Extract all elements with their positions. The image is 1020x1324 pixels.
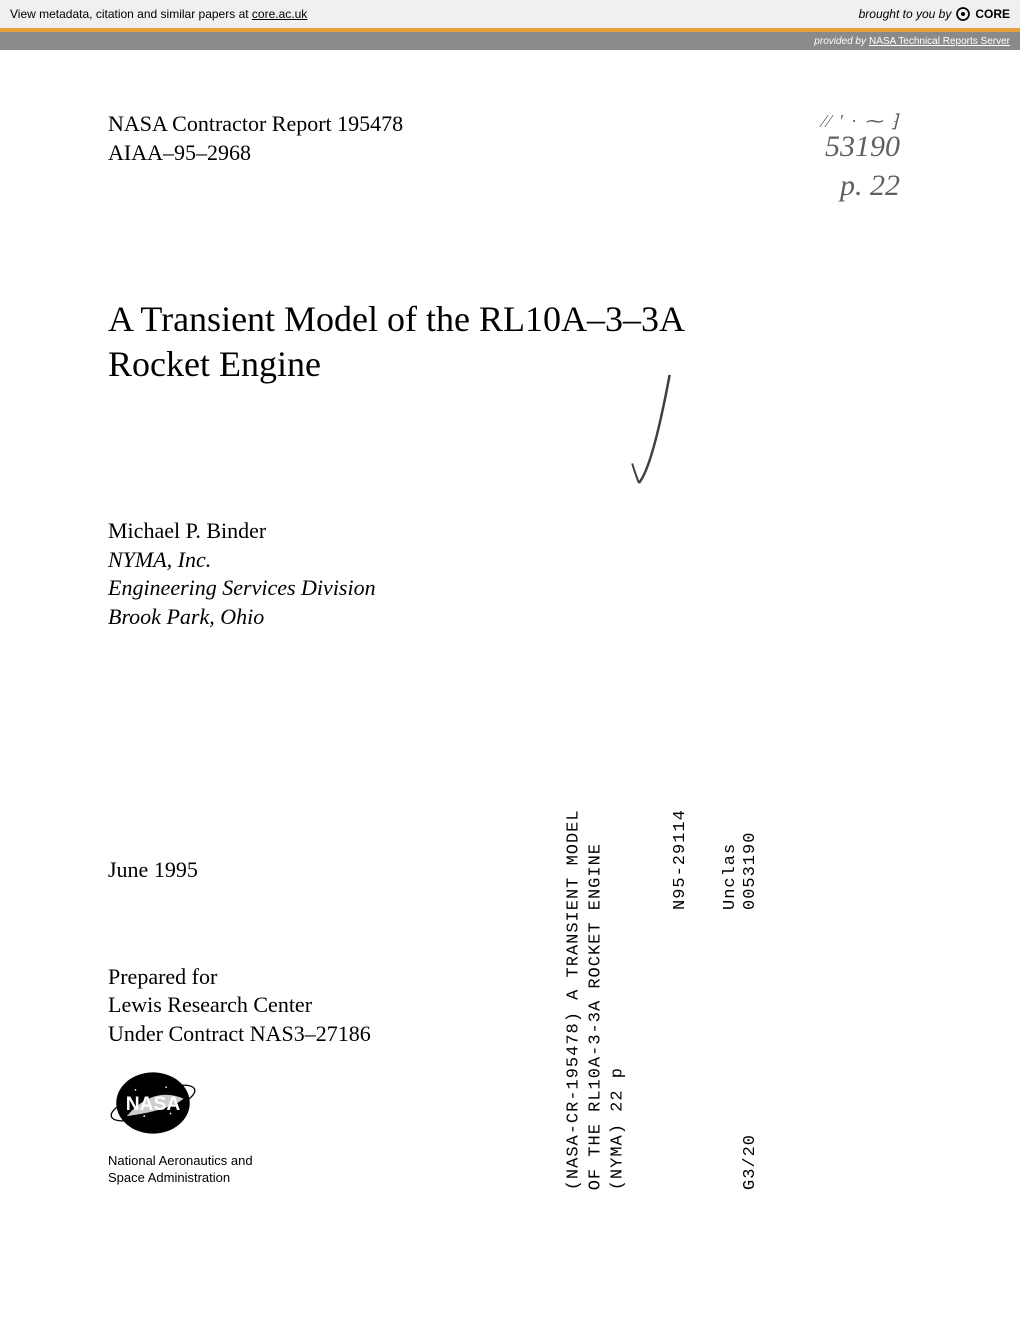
author-name: Michael P. Binder [108,517,912,546]
author-location: Brook Park, Ohio [108,603,912,632]
catalog-accession: N95-29114 [671,809,690,910]
core-banner: View metadata, citation and similar pape… [0,0,1020,28]
title-line-1: A Transient Model of the RL10A–3–3A [108,299,685,339]
provider-link[interactable]: NASA Technical Reports Server [869,36,1010,47]
catalog-stamp: (NASA-CR-195478) A TRANSIENT MODEL OF TH… [630,630,810,1190]
catalog-number-b: G3/20 [741,1134,760,1190]
author-org: NYMA, Inc. [108,546,912,575]
metadata-notice: View metadata, citation and similar pape… [10,7,307,21]
provided-by-text: provided by [814,36,866,47]
handwritten-annotations: ⁄⁄ ′ · ⁓ ⁆ 53190 p. 22 [823,110,900,205]
aiaa-id: AIAA–95–2968 [108,139,912,168]
svg-text:NASA: NASA [126,1094,181,1115]
paper-title: A Transient Model of the RL10A–3–3A Rock… [108,297,912,387]
core-icon [955,6,971,22]
nasa-logo-icon: NASA [108,1068,198,1138]
author-division: Engineering Services Division [108,574,912,603]
check-mark [614,363,706,511]
provider-bar: provided by NASA Technical Reports Serve… [0,32,1020,50]
handwriting-line-3: p. 22 [823,166,900,205]
catalog-col1-line1: (NASA-CR-195478) A TRANSIENT MODEL [564,809,586,1190]
nasa-report-id: NASA Contractor Report 195478 [108,110,912,139]
catalog-col1-line2: OF THE RL10A-3-3A ROCKET ENGINE [586,809,608,1190]
catalog-classification: Unclas [721,843,740,910]
metadata-text: View metadata, citation and similar pape… [10,7,252,21]
core-link[interactable]: core.ac.uk [252,7,307,21]
page-content: NASA Contractor Report 195478 AIAA–95–29… [0,50,1020,1227]
catalog-col1-line3: (NYMA) 22 p [608,809,630,1190]
core-logo[interactable]: CORE [955,6,1010,22]
core-label: CORE [975,7,1010,21]
catalog-citation: (NASA-CR-195478) A TRANSIENT MODEL OF TH… [564,809,630,1190]
report-identifiers: NASA Contractor Report 195478 AIAA–95–29… [108,110,912,167]
banner-right: brought to you by CORE [859,6,1010,22]
handwriting-line-2: 53190 [823,127,900,166]
catalog-number-a: 0053190 [741,832,760,910]
title-line-2: Rocket Engine [108,344,321,384]
brought-by-text: brought to you by [859,7,952,21]
author-block: Michael P. Binder NYMA, Inc. Engineering… [108,517,912,631]
